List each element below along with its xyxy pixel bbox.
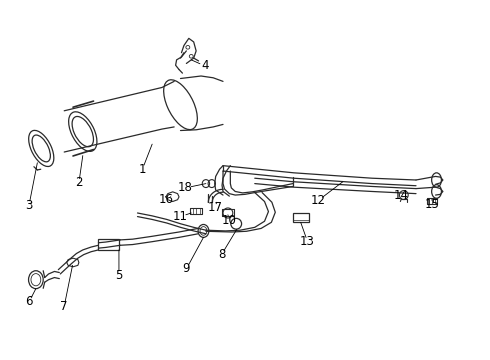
Text: 16: 16 xyxy=(158,193,173,206)
Text: 13: 13 xyxy=(300,235,315,248)
Text: 17: 17 xyxy=(207,202,222,215)
Text: 15: 15 xyxy=(424,198,439,211)
Text: 10: 10 xyxy=(222,214,237,227)
Bar xyxy=(293,213,309,222)
Text: 6: 6 xyxy=(25,296,33,309)
Text: 2: 2 xyxy=(75,176,83,189)
Text: 3: 3 xyxy=(25,199,33,212)
Text: 14: 14 xyxy=(394,189,409,202)
Text: 8: 8 xyxy=(218,248,225,261)
Text: 9: 9 xyxy=(183,262,190,275)
Text: 12: 12 xyxy=(311,194,326,207)
Text: 11: 11 xyxy=(173,210,188,223)
Text: 4: 4 xyxy=(201,59,209,72)
Text: 7: 7 xyxy=(60,300,68,313)
Text: 1: 1 xyxy=(139,163,146,176)
Text: 5: 5 xyxy=(115,269,122,282)
Text: 18: 18 xyxy=(178,181,193,194)
